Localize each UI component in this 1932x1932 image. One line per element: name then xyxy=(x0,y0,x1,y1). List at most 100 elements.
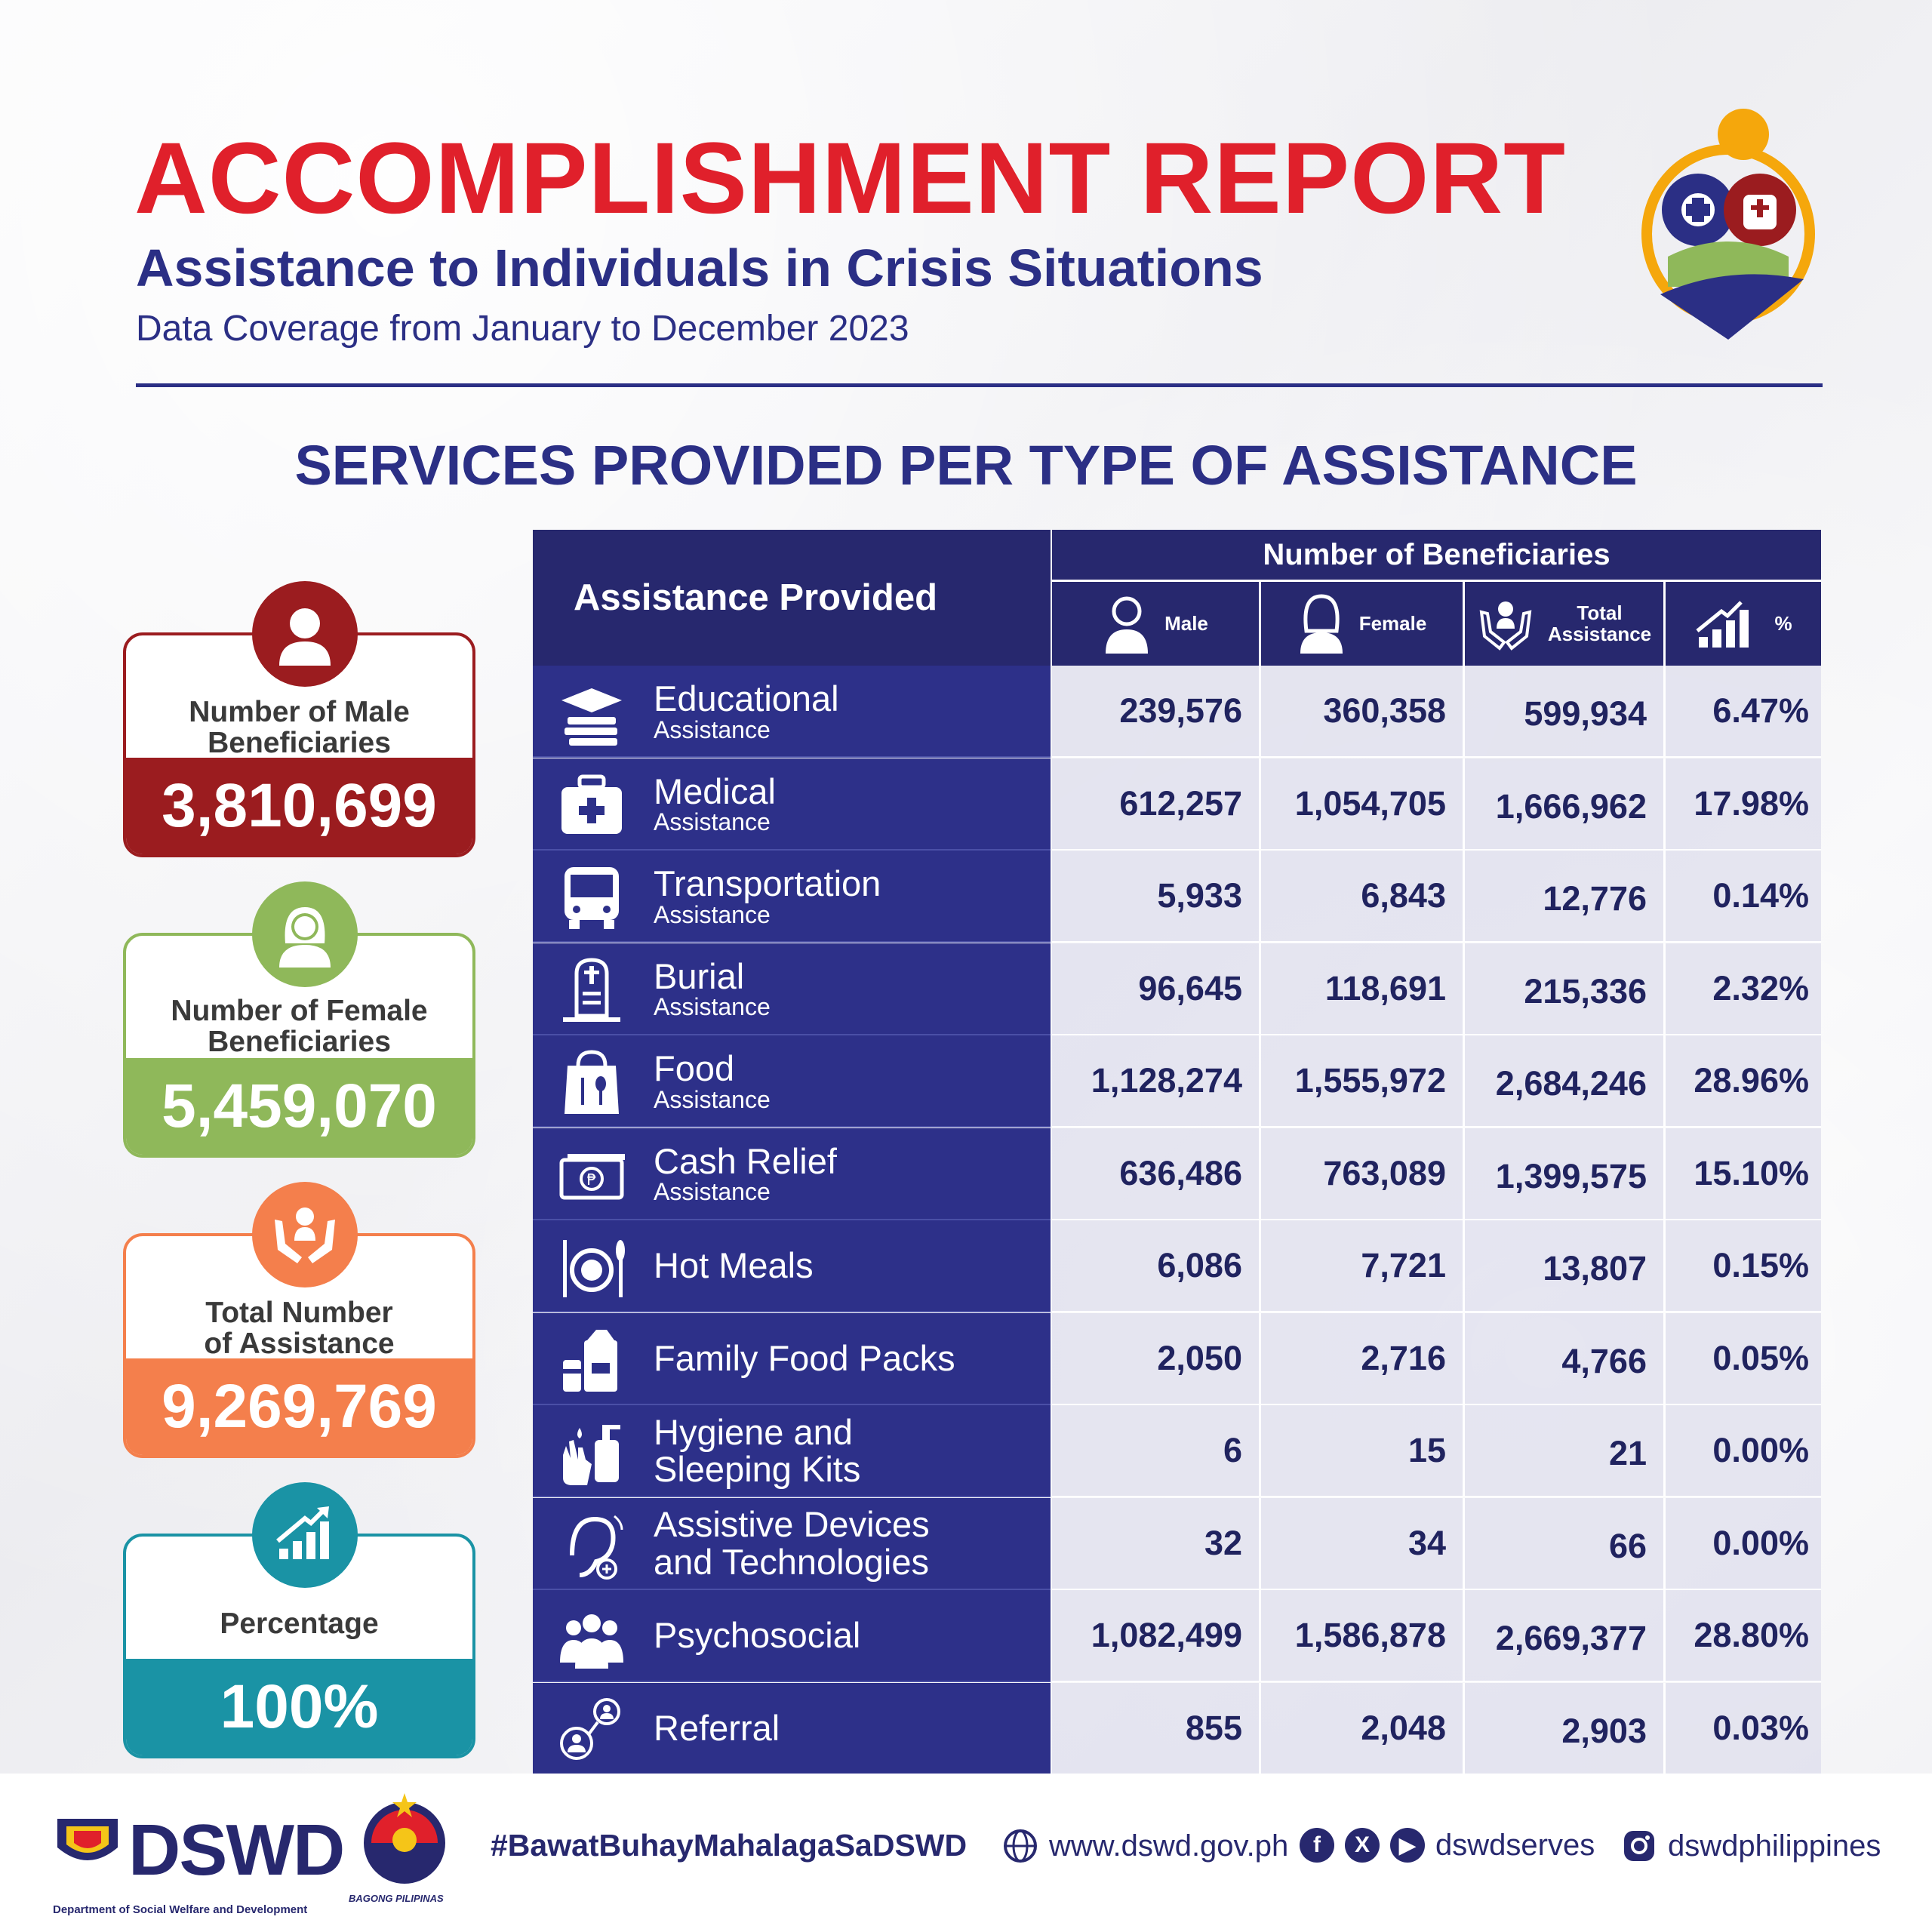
female-count-cell: 15 xyxy=(1259,1405,1463,1497)
total-count-cell: 66 xyxy=(1463,1497,1663,1590)
percent-cell: 0.05% xyxy=(1663,1312,1821,1405)
female-count-cell: 6,843 xyxy=(1259,851,1463,943)
table-row: Psychosocial 1,082,499 1,586,878 2,669,3… xyxy=(533,1590,1821,1682)
male-count-cell: 1,082,499 xyxy=(1052,1590,1259,1682)
table-row: Burial Assistance 96,645 118,691 215,336… xyxy=(533,943,1821,1035)
facebook-icon: f xyxy=(1300,1828,1334,1863)
website-link[interactable]: www.dswd.gov.ph xyxy=(1002,1828,1288,1864)
percent-cell: 6.47% xyxy=(1663,666,1821,758)
assistance-type-name: Food xyxy=(654,1048,735,1089)
social-link-dswdserves[interactable]: f X ▶ dswdserves xyxy=(1300,1828,1595,1863)
assistance-type-subname: Assistance xyxy=(654,808,771,836)
assistance-type-name: Assistive Devices xyxy=(654,1504,930,1545)
male-count-cell: 6 xyxy=(1052,1405,1259,1497)
male-count-cell: 855 xyxy=(1052,1682,1259,1775)
male-count-cell: 32 xyxy=(1052,1497,1259,1590)
table-row: Hygiene and Sleeping Kits 6 15 21 0.00% xyxy=(533,1405,1821,1497)
total-count-cell: 1,399,575 xyxy=(1463,1128,1663,1220)
instagram-icon xyxy=(1624,1831,1654,1861)
table-row: ₱ Cash Relief Assistance 636,486 763,089… xyxy=(533,1128,1821,1220)
table-row: Family Food Packs 2,050 2,716 4,766 0.05… xyxy=(533,1312,1821,1405)
female-column-label: Female xyxy=(1358,611,1427,635)
assistance-type-name: Burial xyxy=(654,955,745,996)
cash-icon: ₱ xyxy=(559,1153,625,1199)
hygiene-icon xyxy=(563,1425,620,1485)
total-column-label-line2: Assistance xyxy=(1547,622,1652,645)
percent-cell: 17.98% xyxy=(1663,758,1821,851)
growth-chart-icon xyxy=(252,1482,358,1588)
total-count-cell: 599,934 xyxy=(1463,666,1663,758)
male-count-cell: 636,486 xyxy=(1052,1128,1259,1220)
male-summary-card: Number of Male Beneficiaries 3,810,699 xyxy=(123,632,475,857)
male-count-cell: 96,645 xyxy=(1052,943,1259,1035)
female-count-cell: 2,716 xyxy=(1259,1312,1463,1405)
hands-total-icon xyxy=(1479,601,1532,651)
hashtag: #BawatBuhayMahalagaSaDSWD xyxy=(491,1828,968,1863)
beneficiaries-header: Number of Beneficiaries Male Female Tota… xyxy=(1052,530,1821,666)
assistance-type-cell: Food Assistance xyxy=(533,1035,1051,1128)
male-label-line2: Beneficiaries xyxy=(208,726,391,759)
referral-icon xyxy=(560,1697,620,1760)
female-person-icon xyxy=(252,881,358,987)
dswd-emblem-icon xyxy=(57,1819,118,1860)
assistance-type-cell: Burial Assistance xyxy=(533,943,1051,1035)
assistance-type-name: Transportation xyxy=(654,863,881,904)
male-column-header: Male xyxy=(1052,582,1259,666)
bagong-pilipinas-text: BAGONG PILIPINAS xyxy=(349,1893,444,1904)
plate-cutlery-icon xyxy=(563,1240,625,1297)
total-column-header: Total Assistance xyxy=(1463,582,1663,666)
female-label-line2: Beneficiaries xyxy=(208,1025,391,1058)
percent-cell: 0.14% xyxy=(1663,851,1821,943)
footer: DSWD Department of Social Welfare and De… xyxy=(0,1774,1932,1932)
female-count-cell: 1,586,878 xyxy=(1259,1590,1463,1682)
percent-cell: 0.00% xyxy=(1663,1497,1821,1590)
male-count-cell: 2,050 xyxy=(1052,1312,1259,1405)
group-icon xyxy=(560,1614,623,1669)
assistance-type-subname: Sleeping Kits xyxy=(654,1449,861,1489)
social-handle-1: dswdserves xyxy=(1435,1828,1595,1862)
report-subtitle: Assistance to Individuals in Crisis Situ… xyxy=(136,238,1263,297)
tombstone-icon xyxy=(563,957,620,1022)
section-title: SERVICES PROVIDED PER TYPE OF ASSISTANCE xyxy=(294,434,1638,497)
female-header-icon xyxy=(1300,593,1343,654)
dswd-wordmark: DSWD xyxy=(128,1810,345,1890)
aics-seal-icon xyxy=(1641,109,1815,340)
assistance-type-cell: ₱ Cash Relief Assistance xyxy=(533,1128,1051,1220)
male-count-cell: 5,933 xyxy=(1052,851,1259,943)
table-row: Educational Assistance 239,576 360,358 5… xyxy=(533,666,1821,758)
assistance-type-cell: Educational Assistance xyxy=(533,666,1051,758)
female-count-cell: 7,721 xyxy=(1259,1220,1463,1312)
assistance-type-name: Medical xyxy=(654,771,776,811)
food-pack-icon xyxy=(563,1329,617,1392)
assistance-type-name: Psychosocial xyxy=(654,1615,861,1656)
assistance-type-cell: Psychosocial xyxy=(533,1590,1051,1682)
total-count-cell: 4,766 xyxy=(1463,1312,1663,1405)
assistance-type-name: Cash Relief xyxy=(654,1140,837,1181)
assistance-type-subname: Assistance xyxy=(654,715,771,743)
table-row: Referral 855 2,048 2,903 0.03% xyxy=(533,1682,1821,1775)
male-column-label: Male xyxy=(1164,611,1208,635)
percent-column-header: % xyxy=(1663,582,1821,666)
table-row: Hot Meals 6,086 7,721 13,807 0.15% xyxy=(533,1220,1821,1312)
male-count-cell: 612,257 xyxy=(1052,758,1259,851)
medical-kit-icon xyxy=(561,774,622,834)
total-count-cell: 2,684,246 xyxy=(1463,1035,1663,1128)
percent-cell: 2.32% xyxy=(1663,943,1821,1035)
table-row: Food Assistance 1,128,274 1,555,972 2,68… xyxy=(533,1035,1821,1128)
female-total-value: 5,459,070 xyxy=(126,1058,472,1155)
x-icon: X xyxy=(1345,1828,1380,1863)
female-count-cell: 360,358 xyxy=(1259,666,1463,758)
assistance-type-cell: Medical Assistance xyxy=(533,758,1051,851)
bagong-pilipinas-logo xyxy=(364,1793,445,1884)
total-count-cell: 12,776 xyxy=(1463,851,1663,943)
data-coverage: Data Coverage from January to December 2… xyxy=(136,309,909,349)
female-count-cell: 1,555,972 xyxy=(1259,1035,1463,1128)
report-title: ACCOMPLISHMENT REPORT xyxy=(134,122,1566,235)
percent-cell: 28.80% xyxy=(1663,1590,1821,1682)
male-total-value: 3,810,699 xyxy=(126,758,472,854)
social-link-dswdphilippines[interactable]: dswdphilippines xyxy=(1621,1828,1881,1864)
hands-care-icon xyxy=(252,1182,358,1287)
male-count-cell: 1,128,274 xyxy=(1052,1035,1259,1128)
percent-cell: 0.03% xyxy=(1663,1682,1821,1775)
total-count-cell: 2,903 xyxy=(1463,1682,1663,1775)
